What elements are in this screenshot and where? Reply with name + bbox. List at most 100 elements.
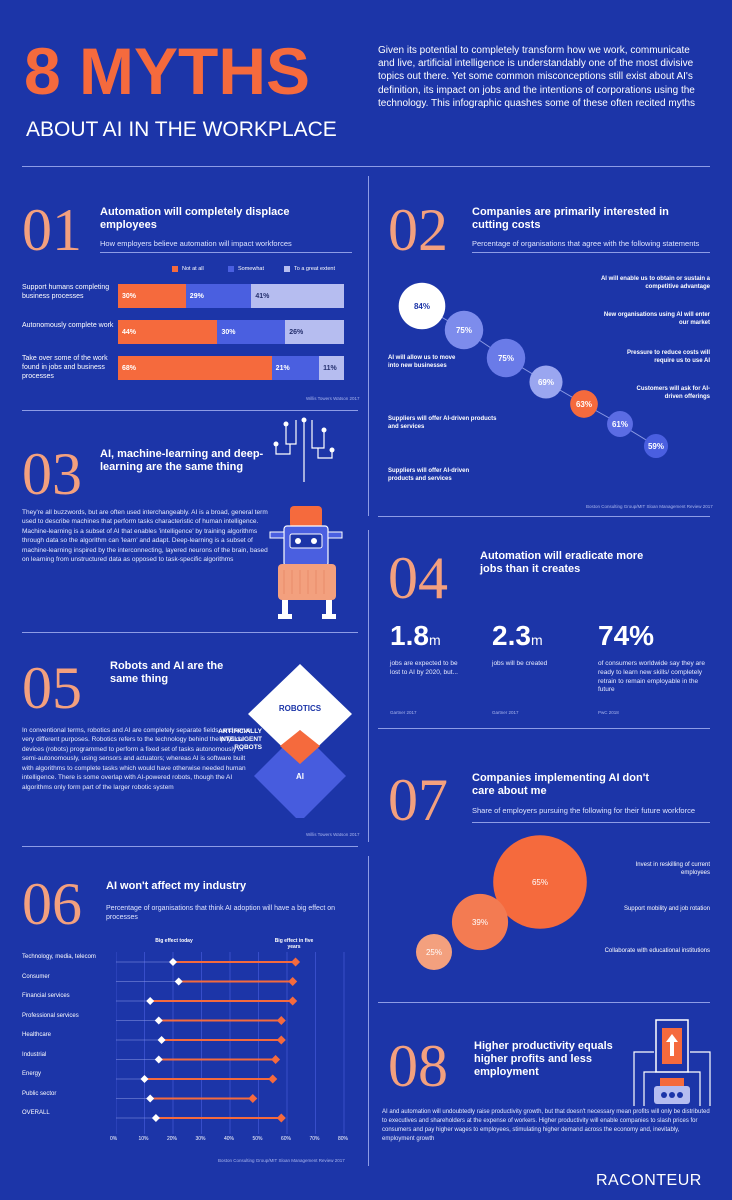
bubble <box>486 338 526 378</box>
bubble-value: 69% <box>538 378 554 387</box>
myth-03-body: They're all buzzwords, but are often use… <box>22 509 268 564</box>
bubble-value: 25% <box>426 948 442 957</box>
industry-label: Financial services <box>22 993 70 999</box>
marker-today <box>140 1075 149 1083</box>
venn-diagram <box>248 664 352 818</box>
marker-five-years <box>276 1016 286 1025</box>
bar-segment: 44% <box>118 320 218 344</box>
source-note: Gartner 2017 <box>492 710 519 715</box>
marker-today <box>154 1055 163 1064</box>
marker-five-years <box>288 996 298 1006</box>
bubble-label: Pressure to reduce costs will require us… <box>626 350 710 364</box>
bubble <box>444 310 484 350</box>
industry-label: Energy <box>22 1071 42 1077</box>
marker-today <box>154 1016 163 1025</box>
stat-jobs-lost: 1.8m <box>390 620 441 651</box>
myth-03-title: AI, machine-learning and deep-learning a… <box>100 448 264 474</box>
marker-today <box>146 997 155 1005</box>
dumbbell-chart <box>116 952 345 1134</box>
myth-02-title: Companies are primarily interested in cu… <box>472 206 669 232</box>
legend-five-years: Big effect in five years <box>274 938 314 950</box>
bubble <box>416 934 452 970</box>
industry-label: Consumer <box>22 973 50 980</box>
marker-five-years <box>288 977 298 986</box>
bar-label: Support humans completing business proce… <box>22 284 110 300</box>
industry-label: Professional services <box>22 1012 79 1019</box>
myth-08-number: 08 <box>388 1033 448 1099</box>
intro-text: Given its potential to completely transf… <box>378 45 696 109</box>
productivity-illustration <box>633 1019 711 1106</box>
bubble-label: Customers will ask for AI-driven offerin… <box>636 386 710 400</box>
bubble-label: AI will allow us to move into new busine… <box>388 355 456 369</box>
bubble <box>398 282 446 330</box>
legend-not-at-all: Not at all <box>172 266 204 272</box>
x-tick-label: 60% <box>281 1136 292 1142</box>
brand-logo: RACONTEUR <box>596 1172 702 1189</box>
stat-jobs-created: 2.3m <box>492 620 543 651</box>
myth-04-number: 04 <box>388 545 448 611</box>
bar-label: Take over some of the work found in jobs… <box>22 355 108 380</box>
stat-caption: jobs will be created <box>492 660 548 667</box>
marker-today <box>174 977 183 986</box>
industry-label: OVERALL <box>22 1110 50 1116</box>
myth-04-title: Automation will eradicate more jobs than… <box>480 550 644 576</box>
bubble-label: AI will enable us to obtain or sustain a… <box>600 276 710 290</box>
myth-06-number: 06 <box>22 871 82 937</box>
bubble-label: Suppliers will offer AI-driven products … <box>388 416 497 430</box>
bubble-value: 39% <box>472 918 488 927</box>
myth-06-title: AI won't affect my industry <box>106 880 247 892</box>
marker-five-years <box>271 1055 281 1064</box>
industry-label: Healthcare <box>22 1032 52 1038</box>
industry-label: Industrial <box>22 1051 47 1058</box>
myth-05-number: 05 <box>22 655 82 721</box>
myth-06-subtitle: Percentage of organisations that think A… <box>106 905 336 922</box>
venn-overlap-label: ARTIFICIALLY INTELLIGENT ROBOTS <box>218 728 262 752</box>
marker-five-years <box>268 1074 278 1084</box>
header-divider <box>22 166 710 167</box>
bubble-value: 63% <box>576 400 592 409</box>
bar-segment: 68% <box>118 356 272 380</box>
source-note: Boston Consulting Group/MIT Sloan Manage… <box>586 504 713 509</box>
marker-today <box>157 1036 166 1044</box>
stacked-bar-row: 30% 29% 41% <box>118 284 344 308</box>
stacked-bar-row: 44% 30% 26% <box>118 320 344 344</box>
bubble-label: Support mobility and job rotation <box>623 906 710 912</box>
x-tick-label: 10% <box>138 1136 149 1142</box>
venn-ai-label: AI <box>296 772 304 781</box>
bubble-label: New organisations using AI will enter ou… <box>603 312 710 326</box>
marker-five-years <box>276 1113 286 1123</box>
x-tick-label: 50% <box>252 1136 263 1142</box>
bubble-chart-07: 65% 39% 25% <box>416 835 587 970</box>
myth-05-title: Robots and AI are the same thing <box>110 660 224 686</box>
stacked-bar-row: 68% 21% 11% <box>118 356 344 380</box>
marker-five-years <box>248 1094 258 1103</box>
source-note: Willis Towers Watson 2017 <box>306 832 360 837</box>
x-tick-label: 20% <box>167 1136 178 1142</box>
marker-today <box>146 1094 155 1103</box>
industry-label: Public sector <box>22 1090 57 1097</box>
legend-today: Big effect today <box>155 938 193 944</box>
myth-01-number: 01 <box>22 197 82 263</box>
bubble-value: 75% <box>498 354 514 363</box>
stat-caption: jobs are expected to be lost to AI by 20… <box>390 660 458 676</box>
legend-somewhat: Somewhat <box>228 266 264 272</box>
myth-07-subtitle: Share of employers pursuing the followin… <box>472 806 696 815</box>
marker-today <box>151 1114 160 1122</box>
industry-label: Technology, media, telecom <box>22 954 96 960</box>
page-title: 8 MYTHS <box>24 34 311 108</box>
myth-07-title: Companies implementing AI don't care abo… <box>472 772 649 798</box>
bubble-value: 61% <box>612 420 628 429</box>
myth-07-number: 07 <box>388 767 448 833</box>
bubble <box>529 365 563 399</box>
bubble <box>570 390 598 418</box>
bubble <box>643 433 669 459</box>
bubble-label: Collaborate with educational institution… <box>604 948 710 954</box>
page-subtitle: ABOUT AI IN THE WORKPLACE <box>26 118 337 141</box>
bar-segment: 26% <box>285 320 344 344</box>
marker-today <box>169 958 177 966</box>
x-tick-label: 80% <box>338 1136 349 1142</box>
myth-02-number: 02 <box>388 197 448 263</box>
bar-segment: 30% <box>217 320 286 344</box>
bubble-value: 75% <box>456 326 472 335</box>
stat-caption: of consumers worldwide say they are read… <box>598 660 705 694</box>
